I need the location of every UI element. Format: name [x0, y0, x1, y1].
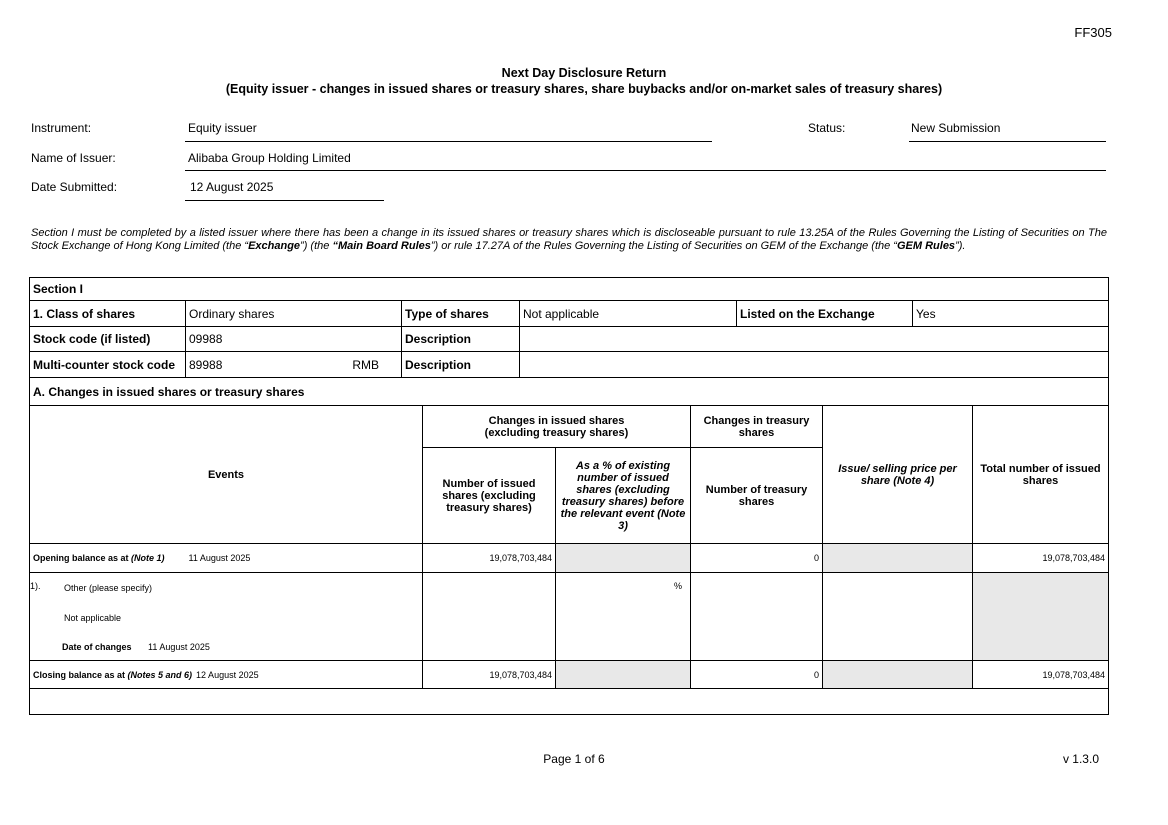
event-type[interactable]: Other (please specify): [64, 583, 153, 593]
version: v 1.3.0: [1062, 752, 1099, 766]
pct-header: As a % of existing number of issued shar…: [555, 447, 691, 544]
closing-issued: 19,078,703,484: [422, 660, 556, 689]
event-issued[interactable]: [422, 572, 556, 661]
opening-pct: [555, 543, 691, 573]
opening-issued: 19,078,703,484: [422, 543, 556, 573]
opening-total: 19,078,703,484: [972, 543, 1109, 573]
price-header: Issue/ selling price per share (Note 4): [822, 405, 973, 544]
form-code: FF305: [1074, 25, 1112, 40]
description-label: Description: [401, 326, 520, 352]
issuer-value[interactable]: Alibaba Group Holding Limited: [188, 151, 351, 165]
opening-treasury: 0: [690, 543, 823, 573]
multi-counter-label: Multi-counter stock code: [29, 351, 186, 378]
type-value[interactable]: Not applicable: [519, 300, 737, 327]
instrument-value[interactable]: Equity issuer: [188, 121, 257, 135]
treasury-shares-header: Number of treasury shares: [690, 447, 823, 544]
page-title: Next Day Disclosure Return: [501, 66, 667, 80]
description-label-2: Description: [401, 351, 520, 378]
page-number: Page 1 of 6: [543, 752, 605, 766]
status-value[interactable]: New Submission: [911, 121, 1001, 135]
closing-pct: [555, 660, 691, 689]
listed-value[interactable]: Yes: [912, 300, 1109, 327]
closing-total: 19,078,703,484: [972, 660, 1109, 689]
event-total: [972, 572, 1109, 661]
closing-price: [822, 660, 973, 689]
issued-shares-header: Number of issued shares (excluding treas…: [422, 447, 556, 544]
event-detail[interactable]: Not applicable: [64, 613, 122, 623]
issuer-label: Name of Issuer:: [31, 151, 116, 165]
section-title: Section I: [29, 277, 1109, 301]
date-of-changes-value[interactable]: 11 August 2025: [148, 642, 210, 652]
event-treasury[interactable]: [690, 572, 823, 661]
event-pct[interactable]: %: [555, 572, 691, 661]
date-label: Date Submitted:: [31, 180, 118, 194]
multi-counter-currency: RMB: [352, 357, 379, 372]
class-label: 1. Class of shares: [29, 300, 186, 327]
description-value-2[interactable]: [519, 351, 1109, 378]
event-number: 1).: [30, 581, 41, 591]
page-subtitle: (Equity issuer - changes in issued share…: [225, 82, 943, 96]
event-cell: 1). Other (please specify) Not applicabl…: [29, 572, 423, 661]
stock-code-value[interactable]: 09988: [185, 326, 402, 352]
opening-price: [822, 543, 973, 573]
stock-code-label: Stock code (if listed): [29, 326, 186, 352]
blank-row: [29, 688, 1109, 715]
issued-group-header: Changes in issued shares (excluding trea…: [422, 405, 691, 448]
date-value[interactable]: 12 August 2025: [190, 180, 274, 194]
closing-balance-label: Closing balance as at (Notes 5 and 6) 12 …: [29, 660, 423, 689]
status-label: Status:: [808, 121, 846, 135]
multi-counter-cell[interactable]: 89988 RMB: [185, 351, 402, 378]
opening-balance-label: Opening balance as at (Note 1) 11 August …: [29, 543, 423, 573]
description-value[interactable]: [519, 326, 1109, 352]
type-label: Type of shares: [401, 300, 520, 327]
listed-label: Listed on the Exchange: [736, 300, 913, 327]
total-header: Total number of issued shares: [972, 405, 1109, 544]
treasury-group-header: Changes in treasury shares: [690, 405, 823, 448]
closing-treasury: 0: [690, 660, 823, 689]
intro-text: Section I must be completed by a listed …: [31, 227, 1107, 252]
class-value[interactable]: Ordinary shares: [185, 300, 402, 327]
event-price[interactable]: [822, 572, 973, 661]
instrument-label: Instrument:: [31, 121, 92, 135]
multi-counter-value: 89988: [189, 357, 223, 372]
events-header: Events: [29, 405, 423, 544]
section-a-title: A. Changes in issued shares or treasury …: [29, 377, 1109, 406]
date-of-changes-label: Date of changes: [62, 642, 132, 652]
